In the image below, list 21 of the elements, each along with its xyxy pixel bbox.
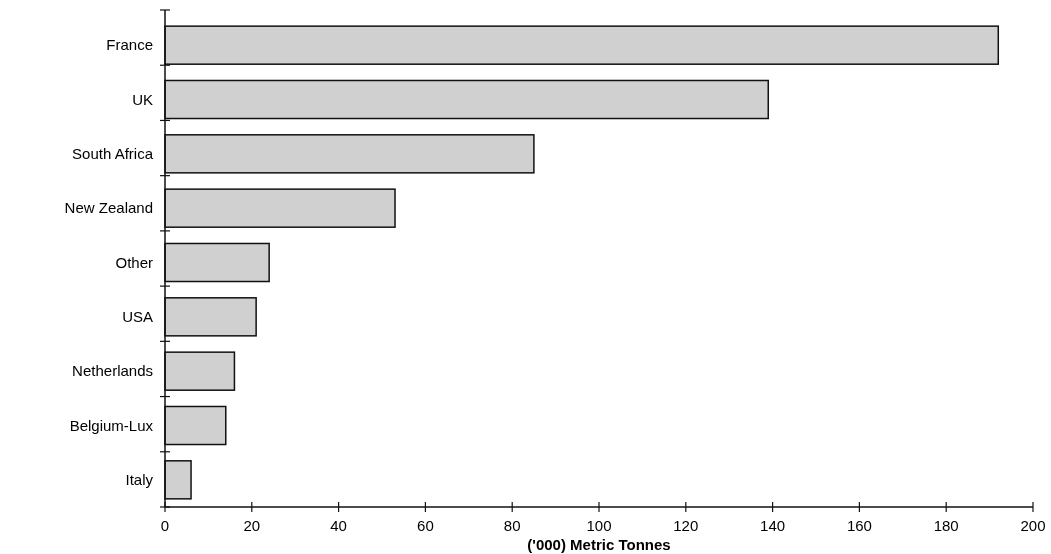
x-tick-label: 200 <box>1020 517 1046 534</box>
y-tick-label: USA <box>122 308 153 326</box>
x-tick-label: 160 <box>846 517 872 534</box>
y-tick-label: New Zealand <box>64 199 153 217</box>
x-tick-label: 140 <box>760 517 786 534</box>
x-tick-label: 60 <box>417 517 434 534</box>
y-tick-label: UK <box>132 90 153 108</box>
x-tick-label: 0 <box>160 517 170 534</box>
y-tick-label: South Africa <box>72 145 154 163</box>
y-tick-label: Netherlands <box>72 362 153 380</box>
x-tick-label: 120 <box>673 517 699 534</box>
x-tick-label: 180 <box>933 517 959 534</box>
x-tick-label: 20 <box>243 517 261 534</box>
y-tick-label: France <box>106 36 153 54</box>
y-tick-label: Italy <box>125 471 154 489</box>
x-tick-label: 100 <box>586 517 612 534</box>
y-tick-label: Belgium-Lux <box>69 416 154 434</box>
x-tick-label: 40 <box>330 517 347 534</box>
x-tick-label: 80 <box>503 517 521 534</box>
x-axis-title: ('000) Metric Tonnes <box>527 536 671 553</box>
y-tick-label: Other <box>115 253 153 271</box>
